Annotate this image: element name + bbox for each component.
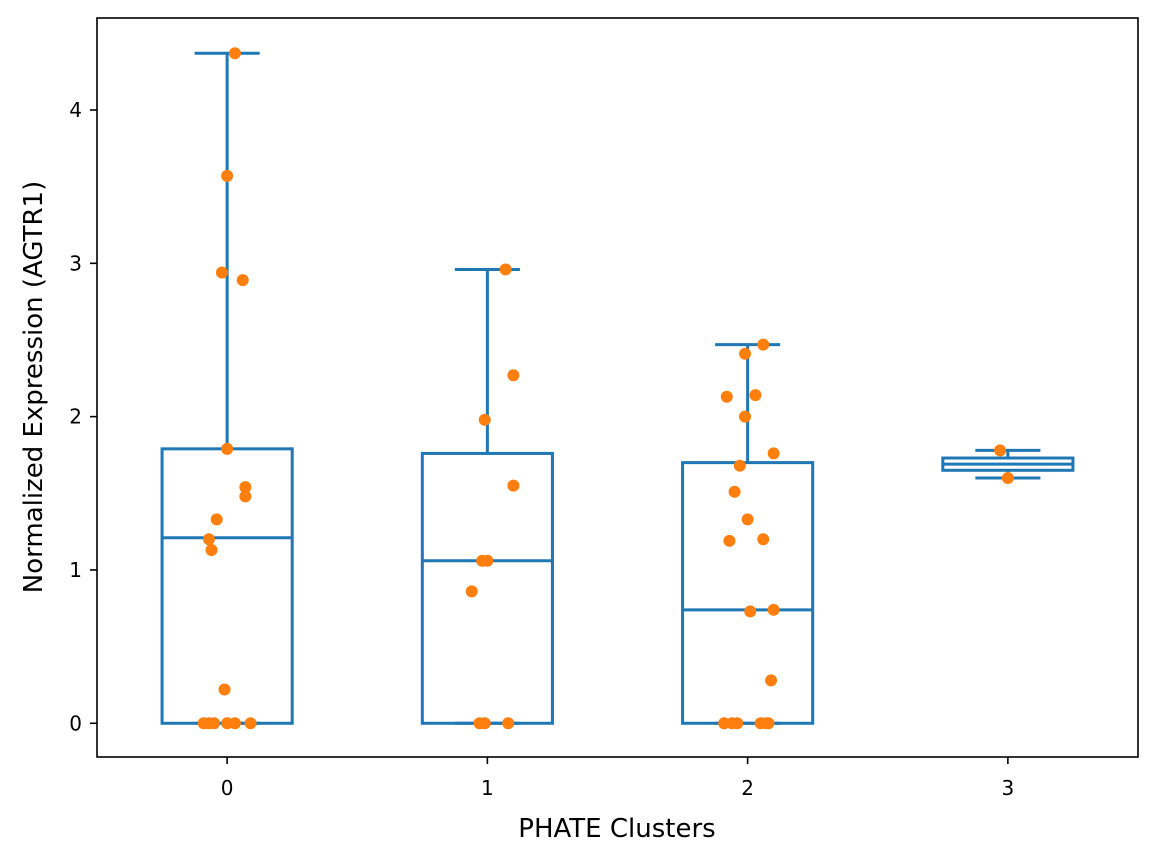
data-point (478, 413, 491, 426)
y-axis-label: Normalized Expression (AGTR1) (19, 181, 49, 593)
data-point (507, 369, 520, 382)
data-point (507, 479, 520, 492)
data-point (239, 481, 252, 494)
data-point (244, 717, 257, 730)
points-cluster-1 (465, 263, 520, 730)
boxes-layer (160, 51, 1075, 725)
y-tick-label: 0 (69, 711, 82, 735)
data-point (1001, 471, 1014, 484)
y-tick-label: 1 (69, 558, 82, 582)
x-axis: 0 1 2 3 (221, 757, 1014, 800)
data-point (731, 717, 744, 730)
box-iqr (681, 461, 815, 725)
box-cluster-2 (681, 343, 815, 725)
data-point (481, 554, 494, 567)
data-point (208, 717, 221, 730)
data-point (236, 274, 249, 287)
box-iqr (160, 447, 294, 725)
y-tick-label: 3 (69, 251, 82, 275)
data-point (499, 263, 512, 276)
data-point (744, 605, 757, 618)
x-tick-label: 0 (221, 776, 234, 800)
data-point (728, 485, 741, 498)
x-tick-label: 2 (741, 776, 754, 800)
points-cluster-2 (718, 338, 780, 730)
data-point (478, 717, 491, 730)
x-tick-label: 1 (481, 776, 494, 800)
points-cluster-3 (994, 444, 1014, 484)
x-axis-label: PHATE Clusters (518, 814, 715, 844)
data-point (994, 444, 1007, 457)
data-point (215, 266, 228, 279)
y-tick-label: 4 (69, 98, 82, 122)
data-point (723, 534, 736, 547)
data-point (767, 603, 780, 616)
data-point (465, 585, 478, 598)
data-point (210, 513, 223, 526)
data-point (741, 513, 754, 526)
data-point (767, 447, 780, 460)
data-point (202, 533, 215, 546)
data-point (765, 674, 778, 687)
data-point (221, 442, 234, 455)
y-axis: 0 1 2 3 4 (69, 98, 97, 735)
data-point (239, 490, 252, 503)
y-tick-label: 2 (69, 405, 82, 429)
points-layer (197, 47, 1014, 730)
data-point (762, 717, 775, 730)
data-point (757, 533, 770, 546)
data-point (749, 389, 762, 402)
data-point (757, 338, 770, 351)
data-point (221, 169, 234, 182)
data-point (218, 683, 231, 696)
data-point (205, 544, 218, 557)
data-point (733, 459, 746, 472)
box-cluster-1 (420, 267, 554, 725)
data-point (739, 410, 752, 423)
box-cluster-0 (160, 51, 294, 725)
data-point (228, 47, 241, 60)
x-tick-label: 3 (1002, 776, 1015, 800)
data-point (739, 347, 752, 360)
data-point (228, 717, 241, 730)
points-cluster-0 (197, 47, 257, 730)
box-iqr (420, 451, 554, 725)
data-point (502, 717, 515, 730)
data-point (720, 390, 733, 403)
plot-area-frame (96, 17, 1139, 758)
